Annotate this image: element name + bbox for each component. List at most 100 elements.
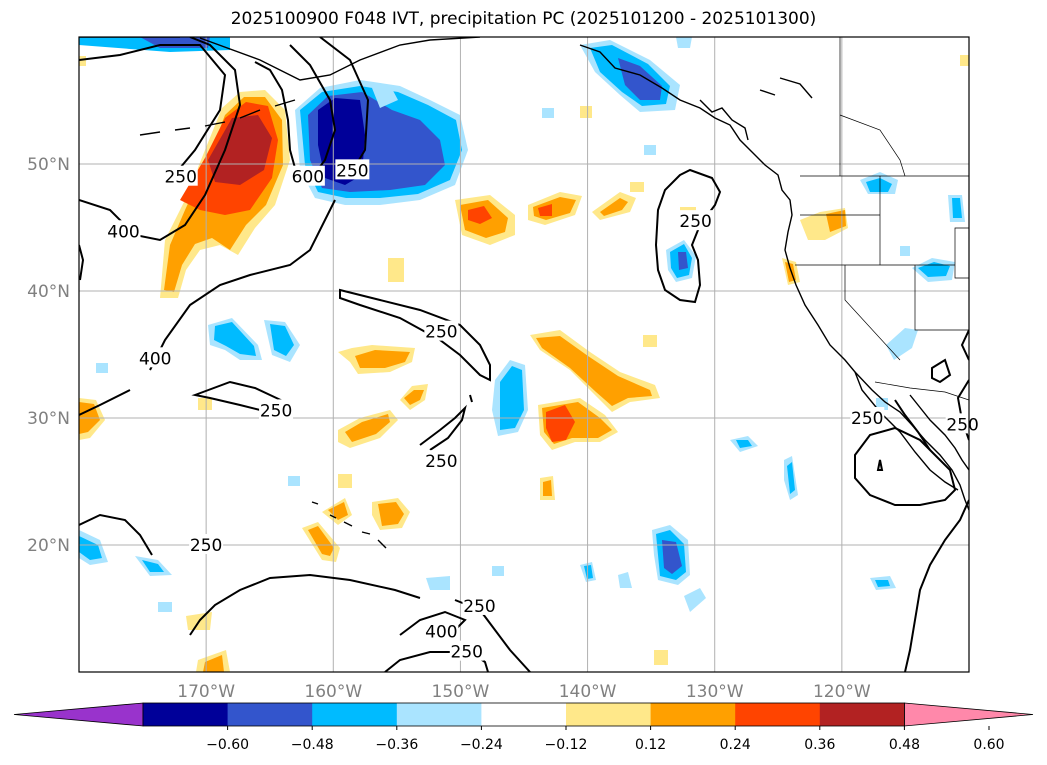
precip-anomaly-negative: [79, 536, 102, 560]
contour-label-bg: [138, 347, 173, 368]
ivt-contour-250: [419, 404, 467, 451]
ivt-contour-600: [254, 61, 296, 169]
ivt-contour-250: [931, 358, 952, 384]
ivt-contour-250: [469, 394, 473, 403]
ivt-contour-250: [654, 168, 722, 304]
coastline-baja: [854, 371, 959, 491]
contour-label: 400: [107, 222, 139, 242]
precip-anomaly-negative: [952, 198, 962, 218]
contour-label-bg: [106, 220, 141, 241]
precip-anomaly-negative: [886, 328, 918, 360]
contour-label: 600: [292, 168, 324, 188]
precip-anomaly-positive: [654, 650, 668, 665]
precip-anomaly-negative: [618, 572, 632, 588]
lat-tick-label: 30°N: [27, 409, 70, 429]
precip-anomaly-positive: [468, 206, 492, 224]
colorbar-swatch: [735, 703, 821, 726]
colorbar-label: 0.36: [804, 737, 835, 753]
contour-label: 250: [336, 161, 368, 181]
contour-label-bg: [189, 534, 224, 554]
ivt-contours: [79, 37, 969, 672]
contour-label-bg: [945, 413, 980, 434]
colorbar-label: −0.48: [291, 737, 334, 753]
colorbar-outline: [142, 702, 905, 727]
contour-label-bg: [424, 620, 459, 641]
precip-anomaly-negative: [736, 440, 752, 448]
ivt-contour-600: [289, 44, 337, 181]
contour-label: 250: [851, 409, 883, 429]
precip-anomaly-negative: [644, 145, 656, 155]
precip-anomaly-positive: [538, 204, 552, 216]
colorbar-swatch: [481, 703, 567, 726]
contour-label-bg: [678, 210, 713, 231]
gridlines: [79, 37, 969, 672]
contour-label-bg: [163, 165, 198, 186]
colorbar-swatch: [650, 703, 736, 726]
precip-anomaly-positive: [208, 115, 272, 185]
longitude-axis: 170°W 160°W 150°W 140°W 130°W 120°W: [177, 682, 871, 702]
contour-label-bg: [424, 320, 459, 341]
contour-label: 250: [190, 536, 222, 556]
colorbar-swatch: [312, 703, 398, 726]
precip-anomaly-negative: [214, 322, 256, 356]
precip-anomaly-positive: [345, 414, 390, 442]
lon-tick-label: 130°W: [686, 682, 744, 702]
precip-anomaly-negative: [96, 363, 108, 373]
lon-tick-label: 160°W: [304, 682, 362, 702]
precip-anomaly-positive: [536, 336, 652, 406]
aleutian-islands: [139, 99, 296, 136]
colorbar-swatch: [819, 703, 905, 726]
ivt-contour-250: [854, 426, 957, 506]
contour-label-bg: [449, 640, 484, 661]
coastline-north-america: [579, 44, 969, 511]
colorbar-extend-max: [904, 702, 1034, 727]
ivt-contour-250: [189, 573, 421, 636]
contour-label-bg: [259, 399, 294, 420]
colorbar-swatch: [227, 703, 313, 726]
ivt-contour-250: [79, 44, 227, 181]
contour-label-bg: [335, 159, 370, 180]
lat-tick-label: 20°N: [27, 536, 70, 556]
precip-anomaly-negative: [676, 37, 692, 48]
lon-tick-label: 170°W: [177, 682, 235, 702]
precip-anomaly-negative: [158, 602, 172, 612]
colorbar-swatch: [566, 703, 652, 726]
lat-tick-label: 40°N: [27, 282, 70, 302]
precipitation-pc-fill-layer: [79, 37, 969, 672]
ivt-contour-250: [319, 37, 370, 176]
contour-label: 400: [425, 622, 457, 642]
lat-tick-label: 50°N: [27, 155, 70, 175]
contour-label-bg: [424, 450, 459, 471]
coastline-alaska: [79, 37, 481, 81]
coastline-mexico-west: [909, 394, 969, 471]
contour-label: 400: [139, 349, 171, 369]
hawaii-islands: [311, 501, 387, 549]
precip-anomaly-negative: [270, 324, 294, 356]
colorbar-label: 0.48: [889, 737, 920, 753]
precip-anomaly-negative: [787, 462, 795, 494]
precip-anomaly-negative: [866, 178, 892, 192]
lon-tick-label: 120°W: [813, 682, 871, 702]
colorbar-label: −0.36: [375, 737, 418, 753]
lon-tick-label: 140°W: [559, 682, 617, 702]
latitude-axis: 50°N 40°N 30°N 20°N: [27, 155, 70, 556]
precip-anomaly-positive: [378, 502, 404, 526]
precip-anomaly-negative: [542, 108, 554, 118]
precip-anomaly-positive: [338, 474, 352, 488]
precip-anomaly-positive: [643, 335, 657, 347]
contour-label-bg: [290, 165, 325, 186]
ivt-contour-250: [960, 329, 969, 361]
ivt-contour-250: [894, 399, 931, 451]
precip-anomaly-positive: [79, 56, 86, 66]
colorbar-label: −0.12: [545, 737, 588, 753]
precip-anomaly-negative: [684, 588, 706, 612]
ivt-contour-250: [339, 288, 491, 382]
contour-label: 250: [463, 597, 495, 617]
precip-anomaly-positive: [328, 502, 348, 520]
contour-label-bg: [850, 407, 885, 427]
colorbar: −0.60 −0.48 −0.36 −0.24 −0.12 0.12 0.24 0.36 0.4…: [13, 702, 1034, 753]
coastline-bc-islands: [699, 77, 813, 141]
ivt-contour-400: [79, 389, 131, 416]
